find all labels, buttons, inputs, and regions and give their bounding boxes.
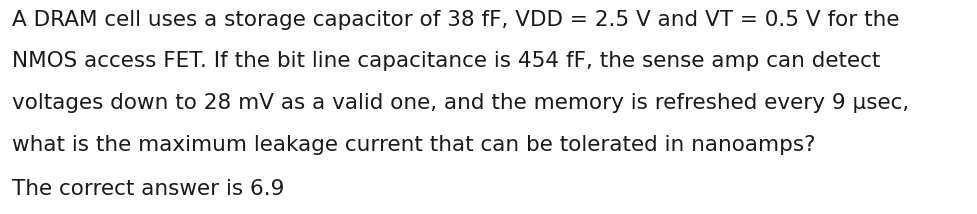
Text: The correct answer is 6.9: The correct answer is 6.9 xyxy=(12,179,284,199)
Text: what is the maximum leakage current that can be tolerated in nanoamps?: what is the maximum leakage current that… xyxy=(12,135,815,155)
Text: voltages down to 28 mV as a valid one, and the memory is refreshed every 9 μsec,: voltages down to 28 mV as a valid one, a… xyxy=(12,93,908,113)
Text: A DRAM cell uses a storage capacitor of 38 fF, VDD = 2.5 V and VT = 0.5 V for th: A DRAM cell uses a storage capacitor of … xyxy=(12,10,898,30)
Text: NMOS access FET. If the bit line capacitance is 454 fF, the sense amp can detect: NMOS access FET. If the bit line capacit… xyxy=(12,51,879,71)
